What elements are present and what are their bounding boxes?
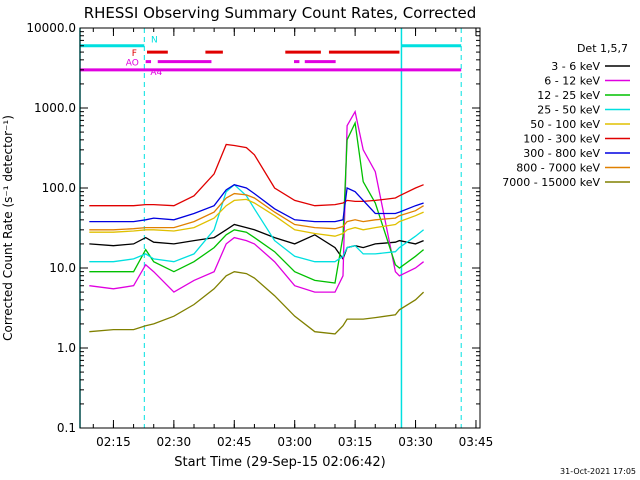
legend-label-2: 12 - 25 keV: [537, 89, 600, 102]
flag-label-ao: AO: [126, 59, 139, 69]
y-axis-title: Corrected Count Rate (s⁻¹ detector⁻¹): [1, 115, 15, 341]
series-line-6: [89, 183, 424, 223]
flag-label-a4: A4: [150, 68, 162, 78]
x-tick-label-3: 03:00: [277, 435, 312, 449]
legend-label-5: 100 - 300 keV: [523, 133, 600, 146]
legend-label-0: 3 - 6 keV: [551, 60, 600, 73]
series-line-0: [89, 223, 424, 261]
flag-label-n: N: [151, 36, 158, 46]
x-tick-label-2: 02:45: [217, 435, 252, 449]
y-tick-label-2: 10.0: [49, 261, 76, 275]
series-line-5: [89, 143, 424, 207]
legend-label-3: 25 - 50 keV: [537, 104, 600, 117]
series-line-4: [89, 198, 424, 237]
chart-title: RHESSI Observing Summary Count Rates, Co…: [84, 4, 477, 22]
y-tick-label-4: 1000.0: [34, 101, 76, 115]
plot-frame: [79, 27, 481, 429]
y-tick-label-5: 10000.0: [26, 21, 76, 35]
series-line-8: [89, 271, 425, 335]
flag-label-f: F: [132, 49, 137, 59]
x-tick-label-6: 03:45: [459, 435, 494, 449]
legend-label-1: 6 - 12 keV: [544, 75, 600, 88]
footer-timestamp: 31-Oct-2021 17:05: [560, 467, 636, 476]
legend-label-6: 300 - 800 keV: [523, 147, 600, 160]
plot-area: N FAO A4: [79, 28, 462, 428]
series-line-2: [89, 120, 425, 284]
series-line-7: [89, 192, 424, 231]
x-tick-label-0: 02:15: [96, 435, 131, 449]
x-tick-label-1: 02:30: [157, 435, 192, 449]
y-tick-label-0: 0.1: [57, 421, 76, 435]
x-axis-title: Start Time (29-Sep-15 02:06:42): [174, 455, 385, 470]
legend-label-7: 800 - 7000 keV: [516, 162, 600, 175]
x-tick-label-4: 03:15: [338, 435, 373, 449]
legend-label-4: 50 - 100 keV: [530, 118, 600, 131]
legend-title: Det 1,5,7: [577, 42, 628, 55]
y-tick-label-1: 1.0: [57, 341, 76, 355]
y-axis-ticks: 0.1 1.0 10.0 100.0 1000.0 10000.0: [26, 21, 480, 435]
legend-label-8: 7000 - 15000 keV: [502, 176, 600, 189]
x-axis-ticks: 02:15 02:30 02:45 03:00 03:15 03:30 03:45: [92, 28, 494, 449]
y-tick-label-3: 100.0: [42, 181, 76, 195]
series-line-1: [89, 109, 424, 293]
x-tick-label-5: 03:30: [398, 435, 433, 449]
series-line-3: [89, 183, 425, 263]
